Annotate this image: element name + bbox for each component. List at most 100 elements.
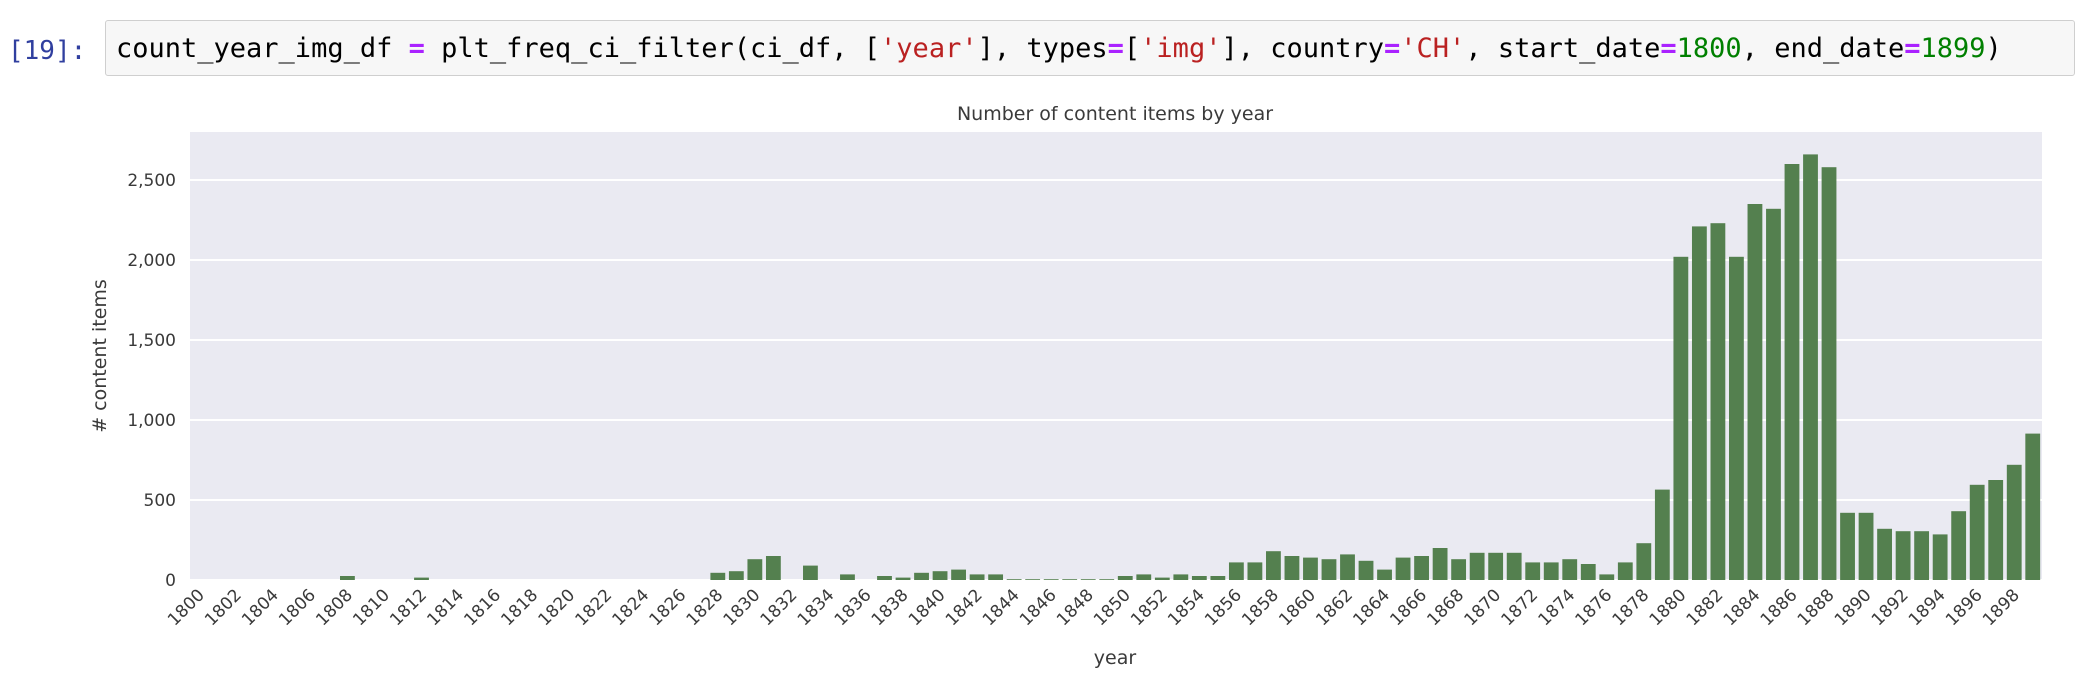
x-tick-label: 1892: [1868, 585, 1913, 630]
x-tick-label: 1842: [942, 585, 987, 630]
bar-1874: [1562, 559, 1578, 580]
bar-1877: [1617, 562, 1633, 580]
x-tick-label: 1898: [1979, 585, 2024, 630]
bar-1853: [1173, 574, 1189, 580]
x-axis-label: year: [1094, 647, 1137, 669]
bar-1893: [1914, 531, 1930, 580]
bar-1855: [1210, 576, 1226, 580]
x-tick-label: 1814: [423, 585, 468, 630]
bar-1867: [1432, 548, 1448, 580]
y-axis-label: # content items: [89, 279, 111, 433]
x-tick-label: 1866: [1386, 585, 1431, 630]
x-tick-label: 1840: [905, 585, 950, 630]
x-tick-label: 1826: [646, 585, 691, 630]
bar-1875: [1580, 564, 1596, 580]
code-text: ], types: [977, 33, 1108, 64]
bar-1891: [1877, 528, 1892, 580]
x-tick-label: 1828: [683, 585, 728, 630]
bar-1864: [1377, 569, 1392, 580]
bar-1858: [1266, 551, 1281, 580]
bars: [340, 154, 2041, 581]
x-tick-label: 1806: [275, 585, 320, 630]
bar-1857: [1247, 562, 1263, 580]
bar-1808: [340, 576, 355, 580]
y-axis-ticks: 0 500 1,000 1,500 2,000 2,500: [127, 171, 176, 591]
bar-1850: [1117, 576, 1133, 580]
x-tick-label: 1862: [1312, 585, 1357, 630]
x-tick-label: 1882: [1683, 585, 1728, 630]
bar-1833: [803, 565, 818, 580]
code-operator: =: [1384, 33, 1401, 64]
x-tick-label: 1872: [1497, 585, 1542, 630]
bar-1840: [932, 571, 948, 580]
bar-1870: [1488, 552, 1504, 580]
x-tick-label: 1834: [794, 585, 839, 630]
code-text: , start_date: [1465, 33, 1661, 64]
code-number: 1800: [1676, 33, 1742, 64]
bar-1871: [1506, 552, 1522, 580]
bar-1852: [1154, 577, 1170, 580]
x-tick-label: 1808: [312, 585, 357, 630]
chart-title: Number of content items by year: [957, 103, 1273, 125]
x-tick-label: 1886: [1757, 585, 1802, 630]
code-text: [: [1123, 33, 1141, 64]
bar-1863: [1358, 560, 1374, 580]
bar-1881: [1691, 226, 1707, 580]
x-tick-label: 1810: [349, 585, 394, 630]
cell-prompt: [19]:: [8, 36, 87, 66]
bar-1873: [1543, 562, 1559, 580]
x-tick-label: 1800: [164, 585, 209, 630]
code-text: ], country: [1221, 33, 1385, 64]
bar-1844: [1006, 579, 1022, 580]
bar-1829: [728, 571, 744, 580]
code-string: 'year': [880, 33, 978, 64]
bar-1862: [1340, 554, 1355, 580]
bar-1846: [1043, 579, 1059, 580]
x-tick-label: 1818: [497, 585, 542, 630]
code-text: , end_date: [1741, 33, 1905, 64]
bar-1851: [1136, 574, 1152, 580]
x-tick-label: 1890: [1831, 585, 1876, 630]
x-tick-label: 1830: [720, 585, 765, 630]
y-tick-label: 2,000: [127, 251, 176, 271]
bar-1895: [1951, 511, 1967, 580]
bar-1831: [765, 556, 781, 580]
x-tick-label: 1878: [1609, 585, 1654, 630]
x-axis-ticks: 1800180218041806180818101812181418161818…: [164, 585, 2024, 630]
x-tick-label: 1880: [1646, 585, 1691, 630]
bar-1880: [1673, 256, 1689, 580]
x-tick-label: 1868: [1423, 585, 1468, 630]
code-string: 'CH': [1400, 33, 1466, 64]
x-tick-label: 1850: [1090, 585, 1135, 630]
bar-1878: [1636, 543, 1652, 580]
bar-1837: [877, 576, 892, 580]
y-tick-label: 1,000: [127, 411, 176, 431]
bar-1896: [1969, 484, 1985, 580]
bar-1876: [1599, 574, 1615, 580]
bar-1866: [1414, 556, 1429, 580]
x-tick-label: 1824: [609, 585, 654, 630]
y-tick-label: 0: [165, 571, 176, 591]
bar-1848: [1080, 579, 1096, 580]
code-cell-input[interactable]: count_year_img_df = plt_freq_ci_filter(c…: [105, 20, 2075, 76]
bar-1884: [1747, 204, 1763, 580]
x-tick-label: 1844: [979, 585, 1024, 630]
y-tick-label: 500: [144, 491, 176, 511]
bar-1889: [1840, 512, 1855, 580]
x-tick-label: 1870: [1460, 585, 1505, 630]
code-operator: =: [1660, 33, 1677, 64]
bar-1847: [1062, 579, 1078, 580]
code-operator: =: [1107, 33, 1124, 64]
x-tick-label: 1888: [1794, 585, 1839, 630]
bar-1872: [1525, 562, 1541, 580]
x-tick-label: 1860: [1275, 585, 1320, 630]
x-tick-label: 1874: [1535, 585, 1580, 630]
code-string: 'img': [1140, 33, 1222, 64]
bar-1861: [1321, 559, 1337, 580]
x-tick-label: 1836: [831, 585, 876, 630]
code-variable: count_year_img_df: [116, 33, 393, 64]
x-tick-label: 1812: [386, 585, 431, 630]
x-tick-label: 1848: [1053, 585, 1098, 630]
bar-1887: [1803, 154, 1818, 580]
